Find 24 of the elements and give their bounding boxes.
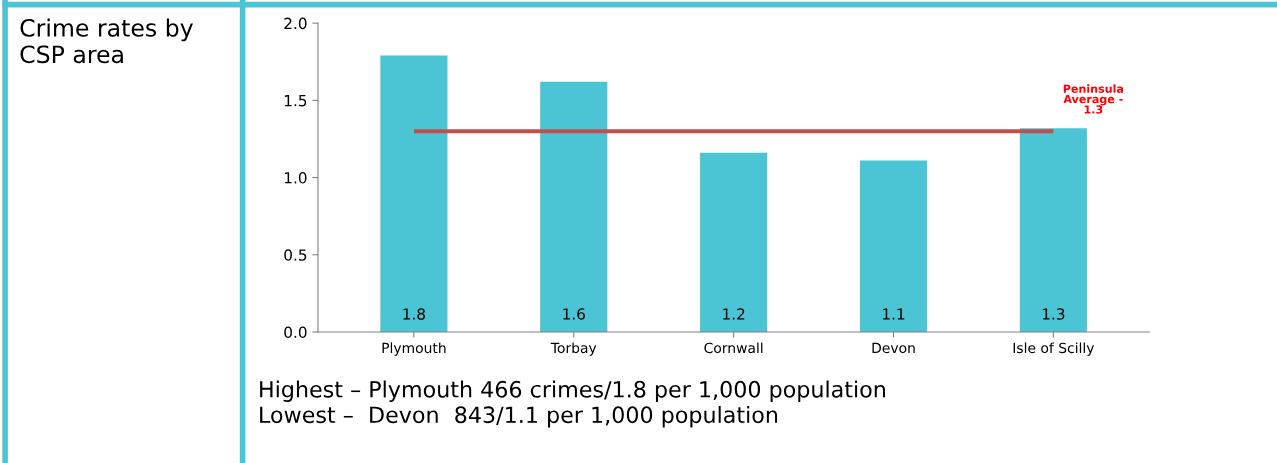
x-tick-label: Plymouth	[382, 342, 446, 356]
data-label: 1.8	[403, 308, 425, 320]
bar	[700, 152, 768, 332]
x-tick-label: Torbay	[550, 342, 597, 356]
ref-line-label: Peninsula Average - 1.3	[1063, 84, 1124, 114]
data-label: 1.3	[1042, 308, 1065, 320]
y-tick-label: 1.0	[284, 172, 307, 184]
x-tick-label: Cornwall	[704, 342, 763, 354]
bar	[859, 160, 928, 332]
y-tick-label: 0.5	[284, 249, 307, 261]
data-label: 1.2	[723, 308, 745, 320]
text: Lowest – Devon 843/1.1 per 1,000 population	[260, 405, 778, 428]
y-tick-label: 2.0	[284, 17, 307, 30]
data-label: 1.1	[883, 308, 905, 320]
x-tick-label: Devon	[872, 342, 915, 354]
bar	[380, 55, 448, 332]
bar	[1019, 128, 1087, 332]
data-label: 1.6	[563, 308, 585, 320]
text: Highest – Plymouth 466 crimes/1.8 per 1,000 population	[260, 380, 885, 402]
text: Crime rates by CSP area	[20, 18, 193, 64]
bar	[540, 81, 608, 332]
y-tick-label: 1.5	[284, 95, 307, 107]
y-tick-label: 0.0	[284, 326, 307, 338]
x-tick-label: Isle of Scilly	[1013, 342, 1095, 356]
